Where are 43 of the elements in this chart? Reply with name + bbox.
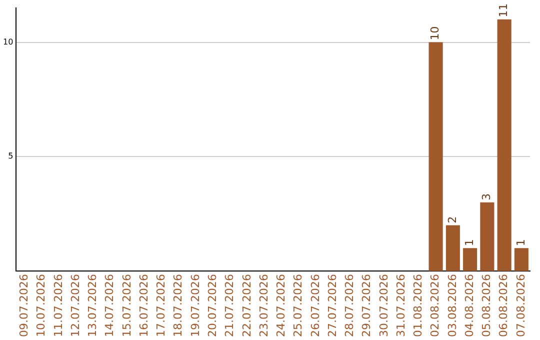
x-tick-label: 17.07.2026 bbox=[154, 274, 168, 338]
x-tick-label: 21.07.2026 bbox=[223, 274, 236, 338]
x-tick-label: 09.07.2026 bbox=[18, 274, 31, 338]
bar bbox=[446, 225, 460, 272]
bar bbox=[463, 248, 478, 272]
x-tick-label: 30.07.2026 bbox=[377, 274, 390, 338]
x-tick-label: 28.07.2026 bbox=[343, 274, 356, 338]
x-tick-label: 19.07.2026 bbox=[188, 274, 202, 338]
x-tick-label: 26.07.2026 bbox=[308, 274, 322, 338]
x-tick-label: 11.07.2026 bbox=[52, 274, 65, 338]
x-tick-label: 24.07.2026 bbox=[274, 274, 288, 338]
x-tick-label: 16.07.2026 bbox=[137, 274, 150, 338]
x-tick-label: 27.07.2026 bbox=[326, 274, 339, 338]
bar bbox=[514, 248, 528, 272]
x-tick-label: 31.07.2026 bbox=[394, 274, 408, 338]
bar bbox=[480, 202, 494, 272]
x-tick-label: 01.08.2026 bbox=[412, 274, 425, 338]
data-label: 11 bbox=[497, 3, 510, 18]
data-label: 1 bbox=[514, 239, 528, 246]
x-tick-label: 06.08.2026 bbox=[497, 274, 510, 338]
bar bbox=[428, 42, 443, 272]
data-label: 2 bbox=[446, 216, 459, 224]
bar bbox=[497, 19, 512, 272]
x-tick-label: 22.07.2026 bbox=[240, 274, 254, 338]
x-tick-label: 10.07.2026 bbox=[34, 274, 48, 338]
x-tick-label: 20.07.2026 bbox=[206, 274, 220, 338]
x-tick-label: 23.07.2026 bbox=[257, 274, 270, 338]
x-tick-label: 03.08.2026 bbox=[446, 274, 459, 338]
x-tick-label: 15.07.2026 bbox=[120, 274, 134, 338]
y-tick-label: 5 bbox=[8, 152, 14, 161]
data-label: 1 bbox=[462, 239, 476, 246]
x-tick-label: 25.07.2026 bbox=[292, 274, 305, 338]
data-label: 3 bbox=[480, 193, 494, 200]
data-label: 10 bbox=[428, 26, 442, 40]
x-tick-label: 05.08.2026 bbox=[480, 274, 494, 338]
x-tick-label: 07.08.2026 bbox=[514, 274, 528, 338]
x-tick-label: 12.07.2026 bbox=[68, 274, 82, 338]
x-tick-label: 14.07.2026 bbox=[103, 274, 116, 338]
x-tick-label: 29.07.2026 bbox=[360, 274, 374, 338]
x-tick-label: 04.08.2026 bbox=[462, 274, 476, 338]
x-tick-label: 02.08.2026 bbox=[428, 274, 442, 338]
x-tick-label: 18.07.2026 bbox=[172, 274, 185, 338]
x-tick-label: 13.07.2026 bbox=[86, 274, 100, 338]
